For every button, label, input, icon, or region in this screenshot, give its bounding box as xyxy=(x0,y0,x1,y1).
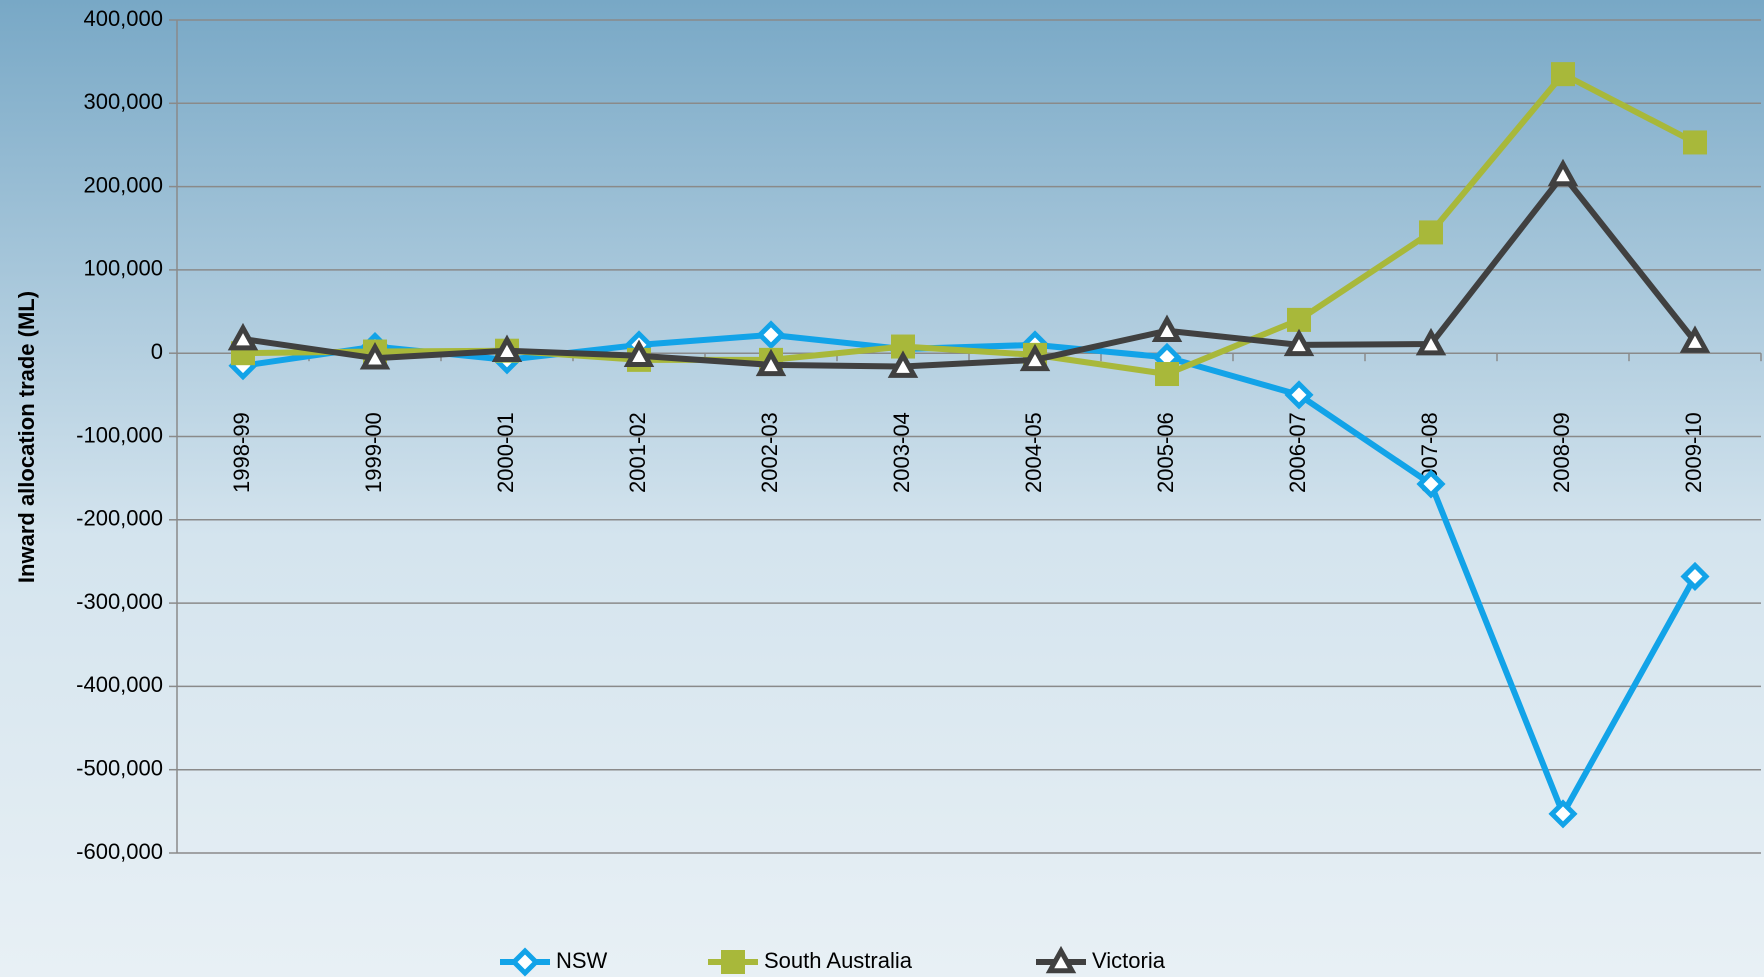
y-tick-label: 0 xyxy=(151,339,163,364)
legend-marker xyxy=(721,950,745,974)
data-point xyxy=(491,334,523,363)
data-point xyxy=(756,320,786,350)
y-tick-label: 200,000 xyxy=(83,172,163,197)
x-tick-label: 2000-01 xyxy=(493,412,518,493)
data-point xyxy=(1551,62,1575,87)
data-point xyxy=(1547,158,1579,187)
data-point xyxy=(623,339,655,367)
x-tick-label: 2009-10 xyxy=(1681,412,1706,493)
data-point xyxy=(1683,130,1707,155)
x-tick-label: 1999-00 xyxy=(361,412,386,493)
data-point xyxy=(1548,799,1578,829)
legend-label: NSW xyxy=(556,948,608,973)
y-tick-label: -200,000 xyxy=(76,506,163,531)
data-point xyxy=(1287,307,1311,332)
data-point xyxy=(1679,325,1711,353)
y-tick-label: -100,000 xyxy=(76,422,163,447)
data-point xyxy=(1284,380,1314,410)
x-tick-label: 2001-02 xyxy=(625,412,650,493)
y-axis-label: Inward allocation trade (ML) xyxy=(14,291,39,583)
x-tick-label: 2003-04 xyxy=(889,412,914,493)
y-tick-label: -500,000 xyxy=(76,756,163,781)
y-tick-label: 400,000 xyxy=(83,6,163,31)
y-tick-label: 300,000 xyxy=(83,89,163,114)
x-tick-label: 2005-06 xyxy=(1153,412,1178,493)
legend-marker xyxy=(1045,945,1077,974)
y-tick-label: -300,000 xyxy=(76,589,163,614)
y-tick-label: 100,000 xyxy=(83,256,163,281)
x-tick-label: 2006-07 xyxy=(1285,412,1310,493)
data-point xyxy=(1419,220,1443,245)
legend-marker xyxy=(510,947,540,977)
x-tick-label: 1998-99 xyxy=(229,412,254,493)
y-tick-label: -600,000 xyxy=(76,839,163,864)
legend-label: Victoria xyxy=(1092,948,1166,973)
x-tick-label: 2008-09 xyxy=(1549,412,1574,493)
y-tick-label: -400,000 xyxy=(76,672,163,697)
data-point xyxy=(1680,561,1710,591)
data-point xyxy=(359,342,391,370)
series-line xyxy=(242,171,1698,370)
data-point xyxy=(1415,327,1447,356)
data-point xyxy=(887,350,919,378)
data-point xyxy=(1155,362,1179,387)
x-tick-label: 2002-03 xyxy=(757,412,782,493)
data-point xyxy=(1283,328,1315,357)
data-point xyxy=(1151,314,1183,343)
data-point xyxy=(227,322,259,351)
data-point xyxy=(1416,469,1446,499)
series-line xyxy=(242,331,1698,817)
legend-label: South Australia xyxy=(764,948,913,973)
data-point xyxy=(755,348,787,377)
data-point xyxy=(1019,343,1051,372)
x-tick-label: 2004-05 xyxy=(1021,412,1046,493)
